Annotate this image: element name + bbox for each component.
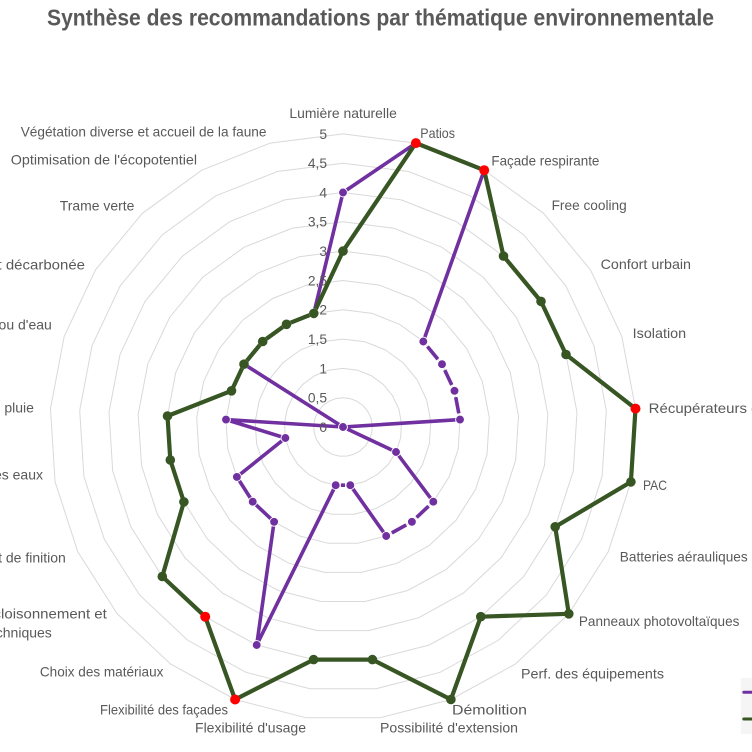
svg-text:Choix des matériaux: Choix des matériaux <box>40 664 164 680</box>
svg-text:Free cooling: Free cooling <box>552 197 627 213</box>
svg-text:Trame verte: Trame verte <box>60 198 135 214</box>
svg-text:Patios: Patios <box>420 125 455 141</box>
svg-text:Végétation diverse et accueil: Végétation diverse et accueil de la faun… <box>21 124 267 140</box>
svg-text:Récupérateurs de chaleur: Récupérateurs de chaleur <box>649 400 752 416</box>
svg-text:Démolition: Démolition <box>452 702 527 718</box>
svg-text:1: 1 <box>319 361 327 376</box>
svg-text:Récupération de chaleur ou d'e: Récupération de chaleur ou d'eau <box>0 317 52 333</box>
svg-text:Revêtement de finition: Revêtement de finition <box>0 550 66 566</box>
svg-text:PAC: PAC <box>643 477 667 493</box>
svg-text:Énergie verte et décarbonée: Énergie verte et décarbonée <box>0 257 85 273</box>
svg-text:Perf. des équipements: Perf. des équipements <box>521 666 664 682</box>
svg-text:Confort urbain: Confort urbain <box>601 256 691 272</box>
svg-text:Optimisation de l'écopotentiel: Optimisation de l'écopotentiel <box>11 152 197 168</box>
svg-text:0,5: 0,5 <box>308 391 328 406</box>
svg-text:Flexibilité du cloisonnement e: Flexibilité du cloisonnement et <box>0 606 107 622</box>
svg-text:Flexibilité d'usage: Flexibilité d'usage <box>195 720 306 736</box>
svg-text:Synthèse des recommandations p: Synthèse des recommandations par thémati… <box>47 5 714 31</box>
svg-text:4: 4 <box>319 185 327 200</box>
svg-text:Possibilité d'extension: Possibilité d'extension <box>380 720 518 736</box>
svg-text:4,5: 4,5 <box>308 156 328 171</box>
svg-text:0: 0 <box>319 420 327 435</box>
svg-text:Flexibilité des façades: Flexibilité des façades <box>100 702 228 718</box>
svg-text:Isolation: Isolation <box>633 325 686 341</box>
svg-text:Façade respirante: Façade respirante <box>491 152 599 168</box>
svg-text:des gaines techniques: des gaines techniques <box>0 625 52 641</box>
svg-text:Batteries aérauliques: Batteries aérauliques <box>620 549 748 565</box>
svg-text:2: 2 <box>319 303 327 318</box>
svg-text:5: 5 <box>319 127 327 142</box>
svg-text:2,5: 2,5 <box>308 273 328 288</box>
svg-text:3,5: 3,5 <box>308 215 328 230</box>
svg-text:Panneaux photovoltaïques: Panneaux photovoltaïques <box>579 613 740 629</box>
svg-text:Lumière naturelle: Lumière naturelle <box>289 105 397 121</box>
svg-text:Récupération d'eau de pluie: Récupération d'eau de pluie <box>0 400 34 416</box>
svg-text:1,5: 1,5 <box>308 332 328 347</box>
svg-text:3: 3 <box>319 244 327 259</box>
svg-text:Gestion des eaux: Gestion des eaux <box>0 467 43 483</box>
